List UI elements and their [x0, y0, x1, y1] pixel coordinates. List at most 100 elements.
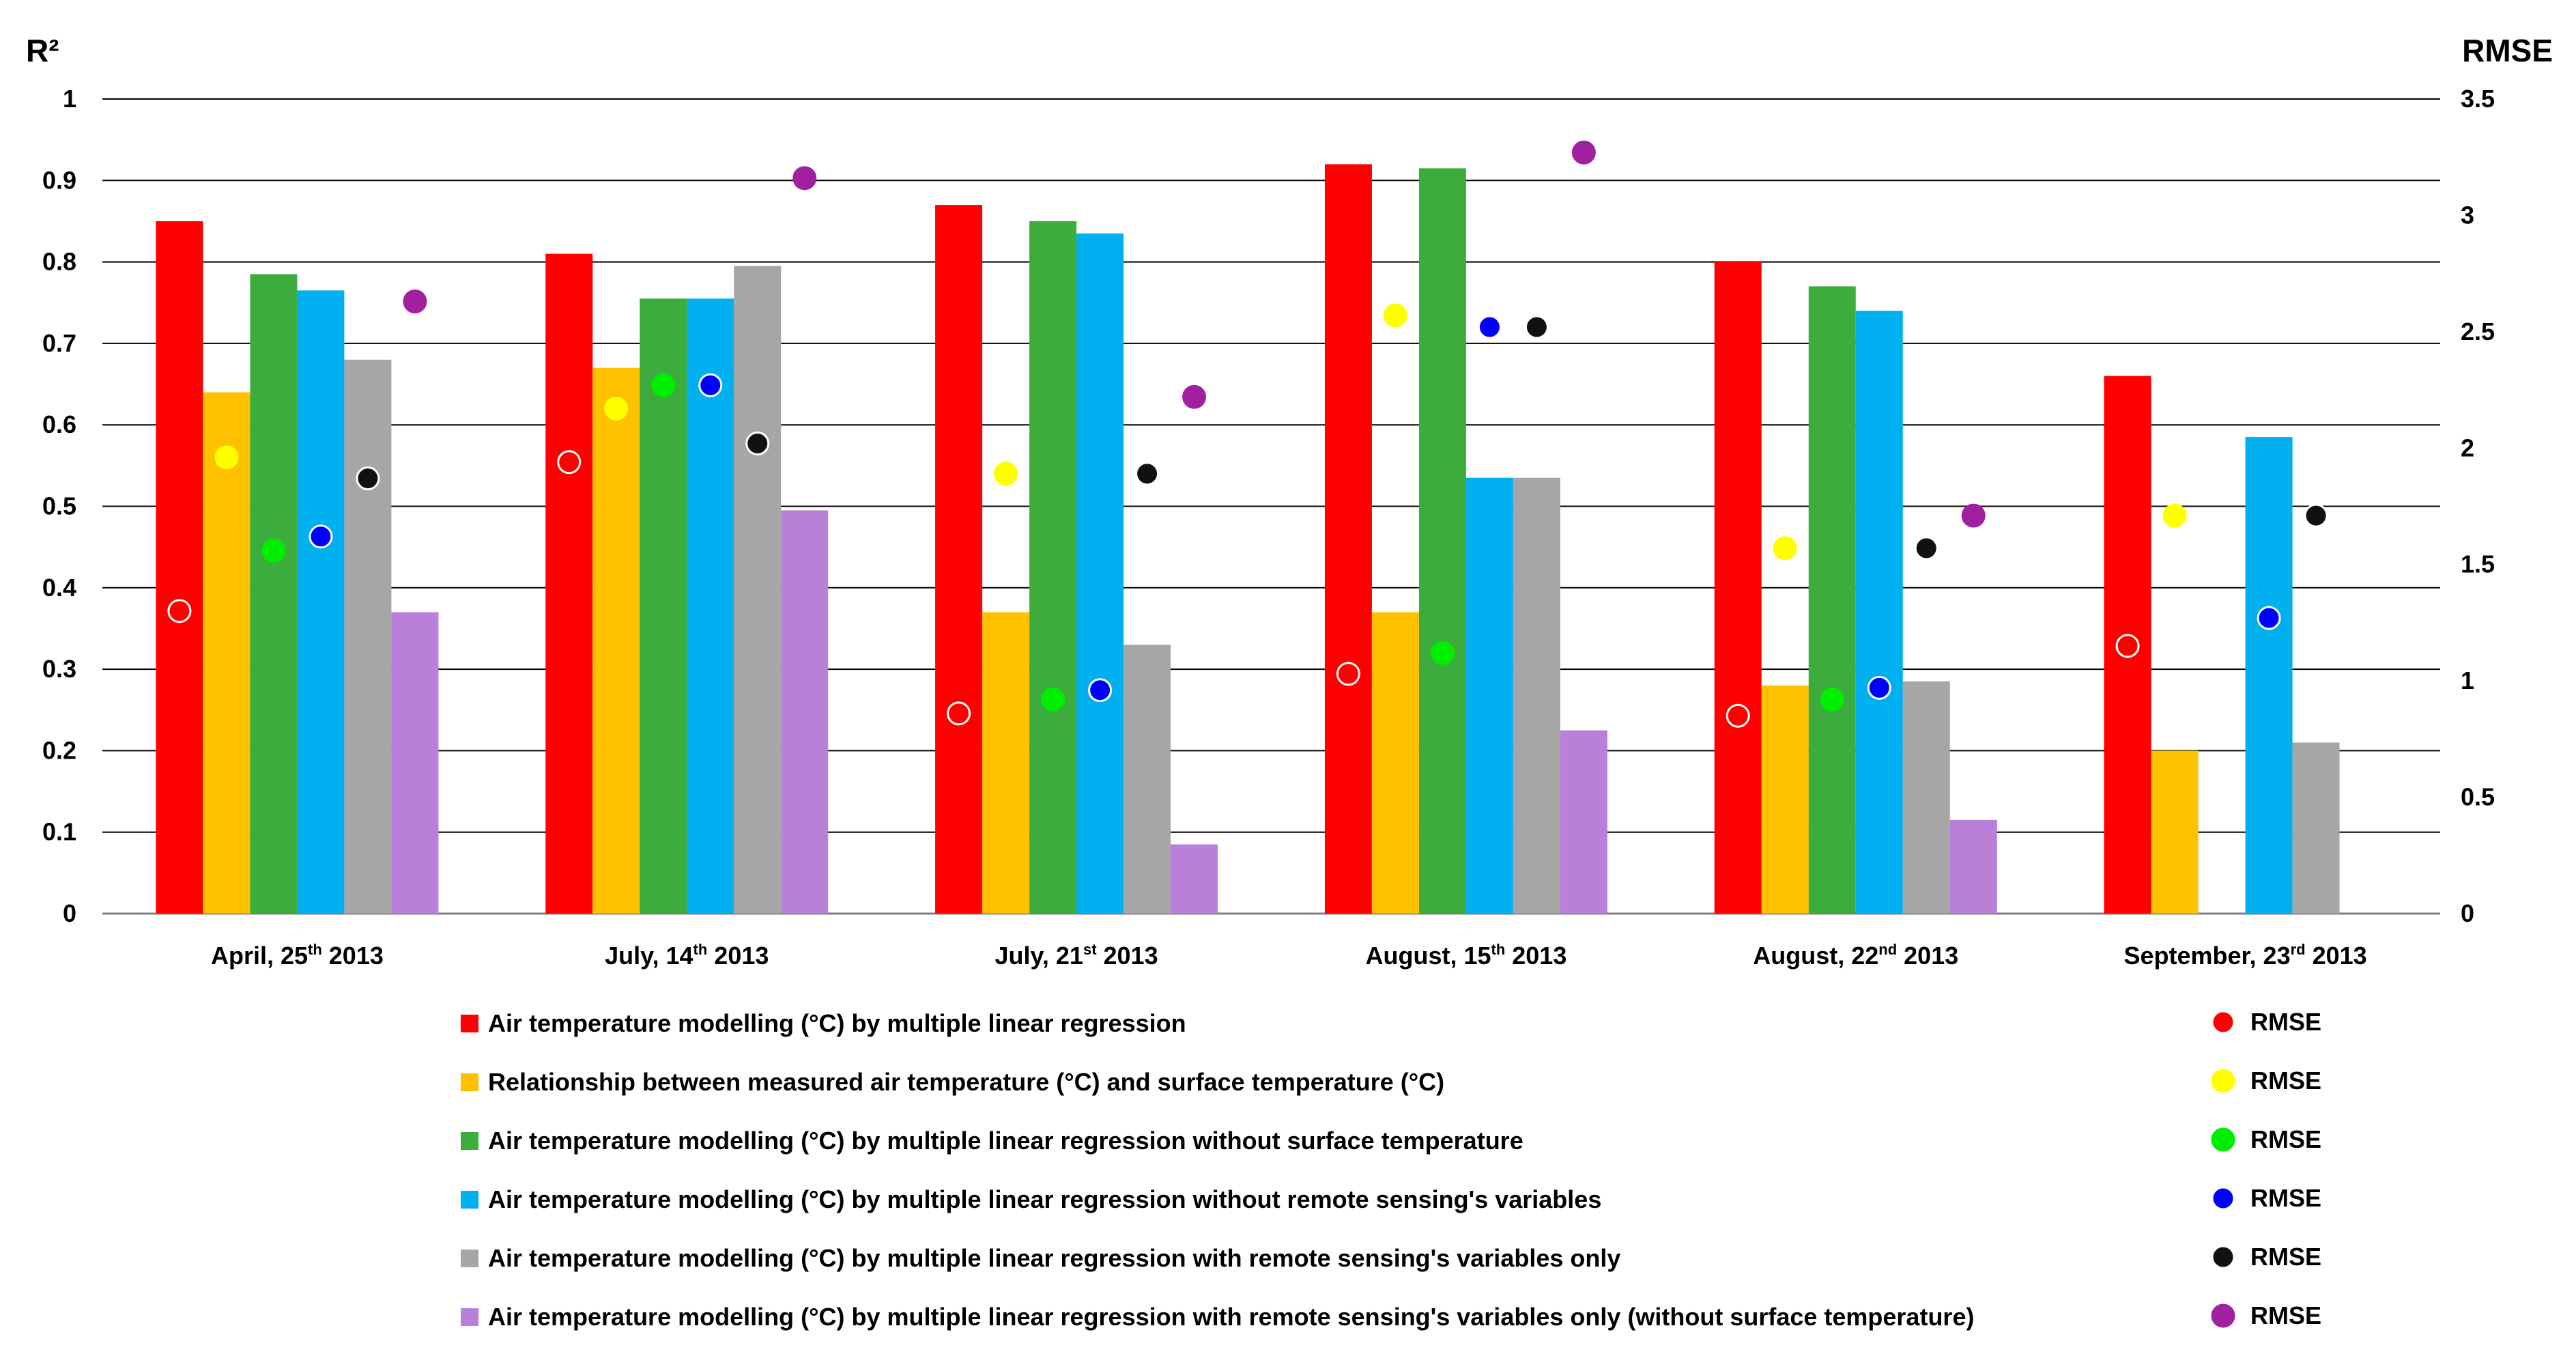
rmse-point — [1914, 536, 1938, 561]
y2-tick-label: 1 — [2461, 666, 2474, 694]
bar — [1076, 233, 1124, 914]
rmse-point — [745, 431, 770, 455]
legend-rmse-marker — [2211, 1127, 2235, 1152]
rmse-point — [1773, 536, 1797, 561]
rmse-point — [1726, 703, 1750, 728]
bar — [1465, 477, 1513, 914]
legend-label: Air temperature modelling (°C) by multip… — [488, 1185, 1601, 1213]
legend-swatch — [461, 1308, 478, 1326]
bar — [250, 274, 298, 914]
legend-label: Relationship between measured air temper… — [488, 1068, 1444, 1096]
legend-swatch — [461, 1073, 478, 1091]
grid-lines — [102, 98, 2440, 915]
legend-rmse-label: RMSE — [2250, 1008, 2321, 1036]
rmse-point — [1477, 315, 1502, 339]
bar — [1371, 612, 1419, 914]
bars — [156, 164, 2340, 914]
y-tick-label: 0.7 — [42, 329, 76, 357]
category-label: August, 15th 2013 — [1365, 941, 1566, 970]
category-label: September, 23rd 2013 — [2123, 941, 2366, 970]
rmse-point — [1135, 462, 1160, 486]
y2-tick-label: 3 — [2461, 201, 2474, 229]
legend-swatch — [461, 1015, 478, 1032]
y2-tick-label: 0 — [2461, 899, 2474, 927]
bar — [1124, 645, 1171, 914]
legend-rmse-marker — [2211, 1069, 2235, 1093]
y2-tick-label: 2 — [2461, 434, 2474, 462]
rmse-point — [604, 396, 629, 421]
rmse-point — [1820, 687, 1844, 711]
rmse-point — [994, 462, 1018, 486]
bar — [156, 221, 203, 914]
y-tick-label: 1 — [63, 85, 76, 113]
legend-label: Air temperature modelling (°C) by multip… — [488, 1303, 1974, 1331]
y2-tick-label: 2.5 — [2461, 318, 2495, 345]
rmse-point — [2115, 634, 2140, 658]
y2-axis-ticks: 0 0.5 1 1.5 2 2.5 3 3.5 — [2461, 85, 2495, 927]
y2-tick-label: 0.5 — [2461, 783, 2495, 811]
bar — [935, 205, 983, 914]
category-labels: April, 25th 2013 July, 14th 2013 July, 21s… — [211, 941, 2367, 970]
bar — [1171, 844, 1218, 914]
bar — [982, 612, 1030, 914]
rmse-point — [1867, 675, 1891, 700]
rmse-point — [2304, 503, 2328, 528]
bar — [1902, 681, 1950, 914]
bar — [734, 266, 782, 914]
rmse-point — [1041, 687, 1065, 711]
rmse-point — [2257, 606, 2281, 630]
legend-swatch — [461, 1132, 478, 1150]
bar — [592, 367, 640, 914]
legend-rmse-marker — [2211, 1245, 2235, 1269]
bar — [2292, 742, 2340, 914]
legend-rmse-label: RMSE — [2250, 1301, 2321, 1329]
rmse-point — [1571, 140, 1596, 165]
category-label: August, 22nd 2013 — [1753, 941, 1958, 970]
rmse-point — [261, 538, 286, 563]
legend-swatch — [461, 1250, 478, 1267]
rmse-point — [557, 450, 582, 475]
rmse-point — [403, 290, 427, 314]
rmse-point — [1430, 640, 1455, 665]
category-label: July, 14th 2013 — [605, 941, 769, 970]
rmse-point — [651, 373, 676, 397]
legend-rmse-label: RMSE — [2250, 1184, 2321, 1212]
y-tick-label: 0.1 — [42, 818, 76, 846]
rmse-point — [1336, 662, 1360, 686]
rmse-point — [698, 373, 723, 397]
bar — [1714, 262, 1762, 914]
bar — [2151, 750, 2199, 914]
rmse-point — [1383, 303, 1407, 328]
rmse-point — [1961, 503, 1986, 528]
y-tick-label: 0.8 — [42, 248, 76, 276]
bar — [1324, 164, 1372, 914]
bar — [1029, 221, 1077, 914]
bar — [344, 359, 392, 914]
y-tick-label: 0.2 — [42, 736, 76, 764]
y-tick-label: 0.6 — [42, 410, 76, 438]
rmse-point — [167, 599, 192, 623]
rmse-point — [214, 445, 239, 470]
category-label: July, 21st 2013 — [995, 941, 1158, 970]
y2-axis-title: RMSE — [2462, 33, 2553, 68]
bar — [1560, 730, 1607, 914]
bar — [1949, 819, 1997, 914]
legend-rmse-marker — [2211, 1303, 2235, 1328]
y-axis-ticks: 0 0.1 0.2 0.3 0.4 0.5 0.6 0.7 0.8 0.9 1 — [42, 85, 76, 927]
legend: Air temperature modelling (°C) by multip… — [461, 1008, 2321, 1331]
rmse-point — [1182, 384, 1207, 409]
legend-rmse-label: RMSE — [2250, 1243, 2321, 1271]
rmse-point — [1088, 678, 1113, 703]
y2-tick-label: 3.5 — [2461, 85, 2495, 113]
bar — [2245, 437, 2293, 914]
y-axis-title: R² — [26, 33, 59, 68]
bar — [1418, 168, 1466, 914]
rmse-point — [947, 701, 971, 726]
legend-rmse-marker — [2211, 1186, 2235, 1211]
bar — [391, 612, 439, 914]
legend-label: Air temperature modelling (°C) by multip… — [488, 1009, 1186, 1037]
bar — [297, 290, 345, 914]
y-tick-label: 0 — [63, 899, 76, 927]
rmse-point — [2162, 503, 2187, 528]
